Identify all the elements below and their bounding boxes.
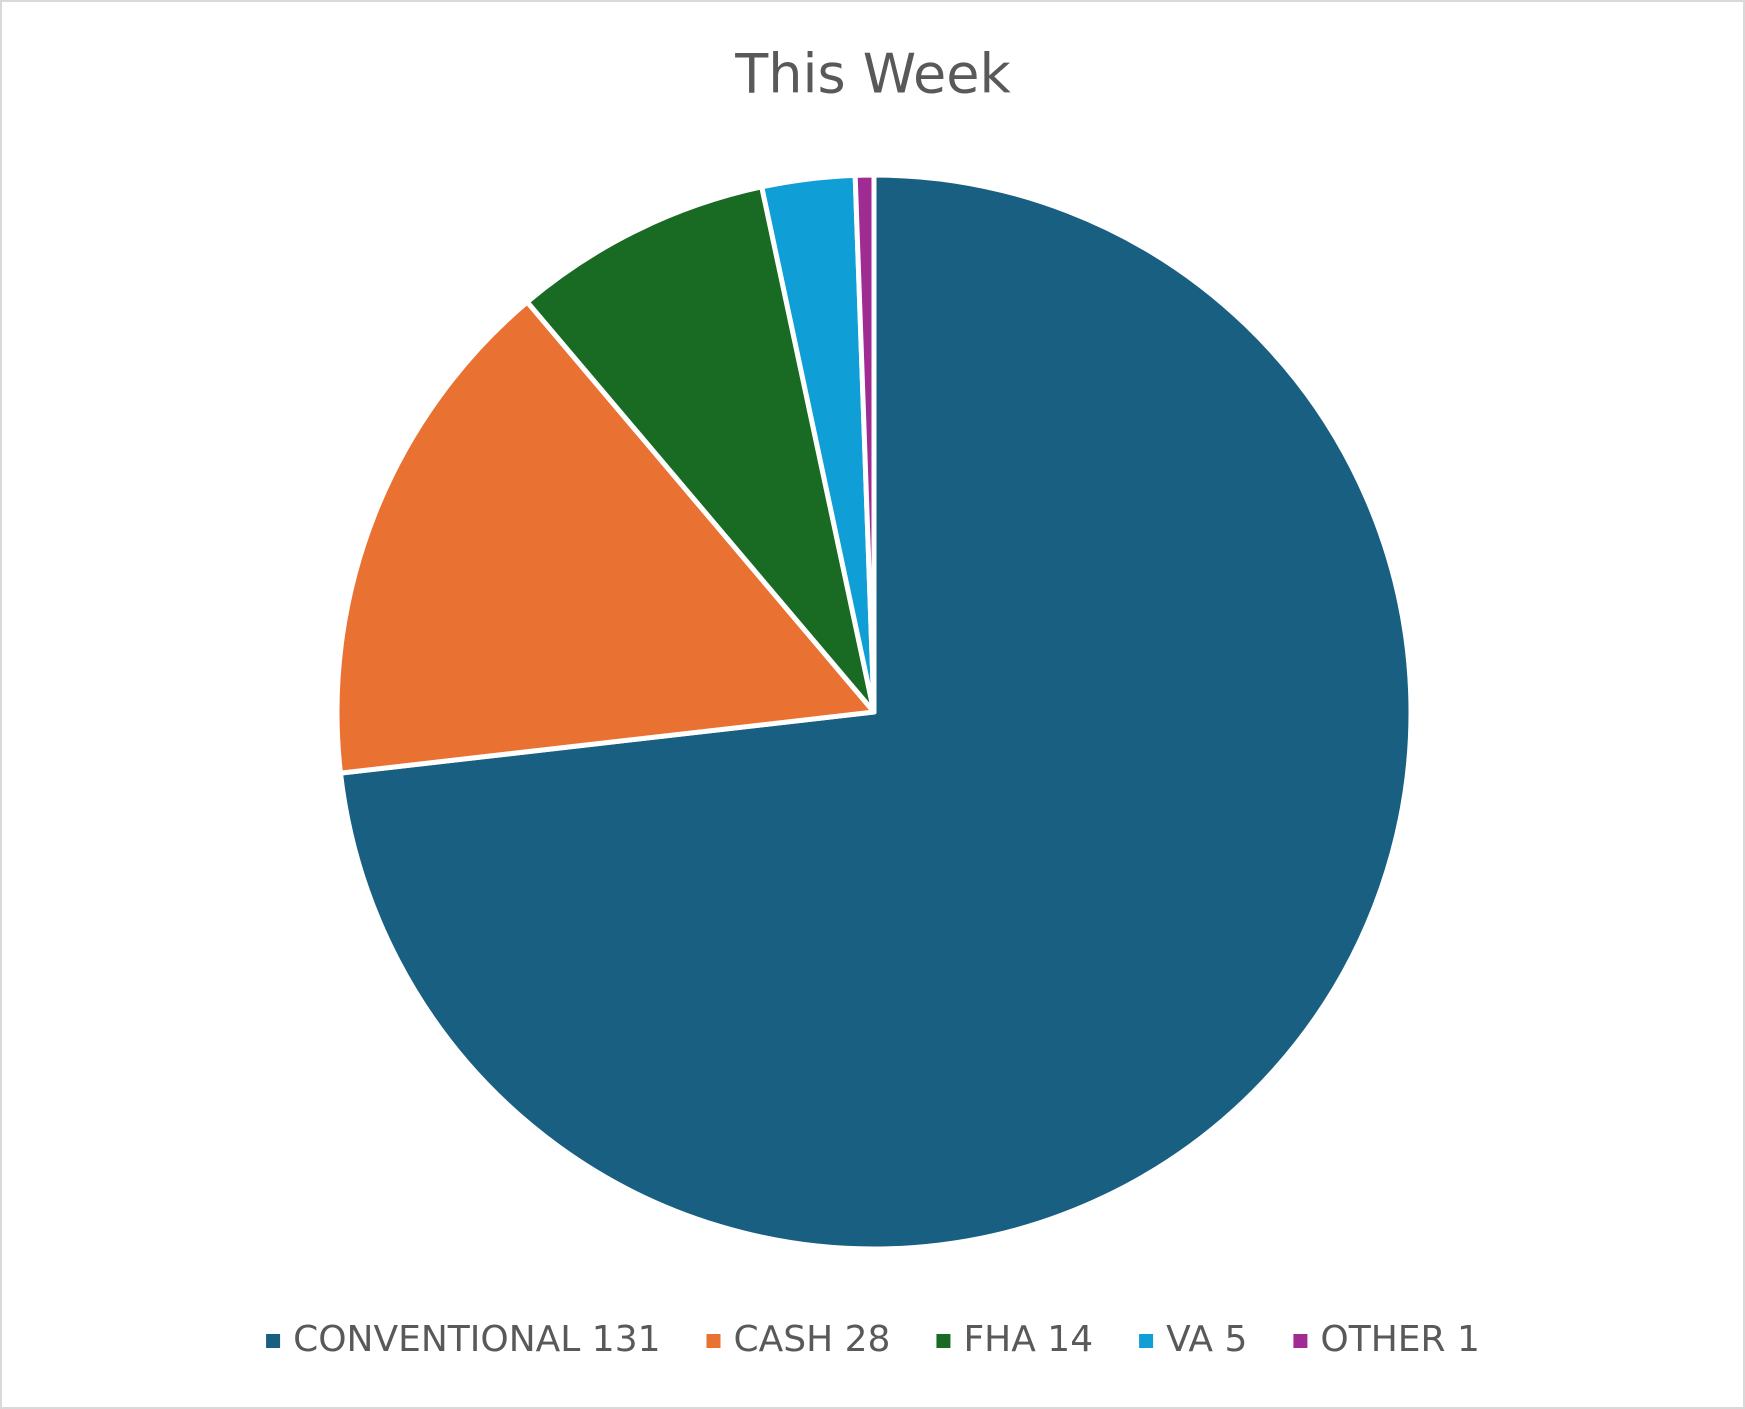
legend-label: CONVENTIONAL 131 [293,1319,660,1360]
legend-label: FHA 14 [963,1319,1093,1360]
legend-swatch [266,1334,281,1348]
legend-swatch [1293,1334,1308,1348]
pie-slice [334,299,877,776]
legend-label: OTHER 1 [1320,1319,1480,1360]
legend-swatch [706,1334,721,1348]
legend-swatch [1139,1334,1154,1348]
chart-title: This Week [734,43,1011,106]
pie-slice [852,172,877,715]
legend-swatch [936,1334,951,1348]
legend-label: CASH 28 [734,1319,891,1360]
legend-label: VA 5 [1166,1319,1247,1360]
